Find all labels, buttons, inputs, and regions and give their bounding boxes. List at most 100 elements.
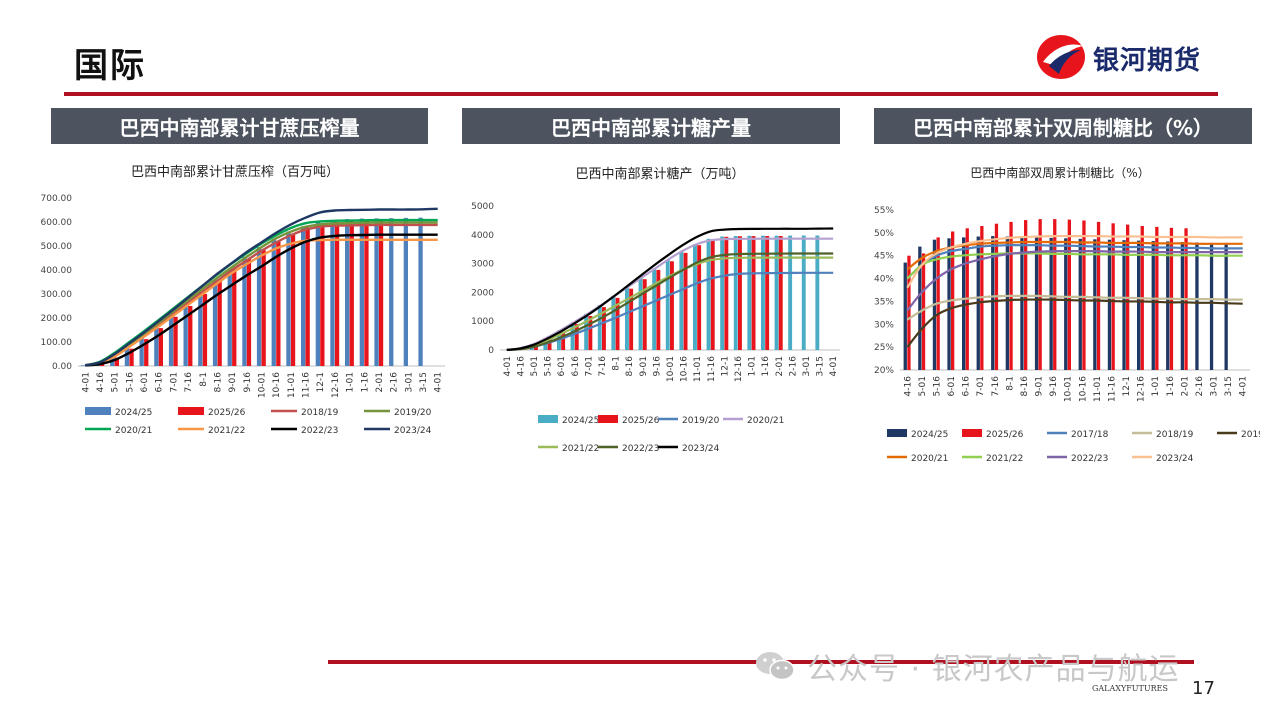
bar-2024-25 [1020,237,1024,370]
x-tick-label: 11-01 [1093,376,1103,402]
bar-2025-26 [629,288,634,350]
bar-2024-25 [625,286,629,350]
x-tick-label: 3-15 [419,372,429,392]
line-2021-22 [506,256,834,351]
bar-2024-25 [706,238,711,350]
bar-2024-25 [330,220,335,366]
bar-2025-26 [364,221,369,366]
bar-2024-25 [733,236,738,350]
bar-2025-26 [129,348,134,366]
legend-label: 2024/25 [911,430,948,440]
bar-2024-25 [124,346,130,366]
bar-2024-25 [962,237,966,370]
bar-2025-26 [907,255,911,370]
x-tick-label: 3-01 [802,356,812,376]
x-tick-label: 8-1 [612,356,622,371]
bar-2025-26 [349,221,354,366]
x-tick-label: 12-16 [1137,376,1147,402]
x-tick-label: 2-16 [1195,376,1205,397]
bar-2025-26 [710,239,715,350]
x-tick-label: 10-16 [272,372,282,398]
x-tick-label: 1-16 [360,372,370,393]
bar-2024-25 [1224,242,1228,370]
x-tick-label: 7-16 [184,372,194,393]
bar-2024-25 [1049,237,1053,370]
bar-2025-26 [697,245,702,350]
y-tick-label: 100.00 [41,338,73,348]
x-tick-label: 12-1 [720,356,730,376]
bar-2025-26 [202,294,208,366]
bar-2025-26 [683,252,688,350]
legend-label: 2021/22 [562,444,599,454]
legend-label: 2025/26 [622,416,660,426]
bar-2025-26 [1067,219,1071,370]
bar-2025-26 [188,306,193,366]
legend-label: 2021/22 [986,454,1023,464]
x-tick-label: 7-16 [991,376,1001,397]
bar-2025-26 [334,222,340,366]
legend-label: 2022/23 [301,426,338,436]
x-tick-label: 2-16 [390,372,400,393]
y-tick-label: 500.00 [41,242,73,252]
x-tick-label: 11-16 [1108,376,1118,402]
bar-2025-26 [144,339,149,366]
footer-brand: GALAXYFUTURES [1092,684,1168,693]
legend-label: 2025/26 [208,408,246,418]
x-tick-label: 11-01 [287,372,297,398]
x-tick-label: 8-16 [625,356,635,377]
bar-2024-25 [991,236,995,370]
y-tick-label: 55% [874,206,894,216]
bar-2024-25 [1107,239,1112,370]
legend-label: 2020/21 [747,416,784,426]
bar-2024-25 [286,231,291,366]
wechat-icon [755,649,795,683]
line-2019-20 [506,271,834,351]
y-tick-label: 20% [874,366,894,376]
watermark: 公众号 · 银河农产品与航运 [755,646,1245,687]
x-tick-label: 10-01 [1064,376,1074,402]
legend-label: 2020/21 [911,454,948,464]
bar-2024-25 [198,291,203,366]
y-tick-label: 1000 [471,317,494,327]
bar-2024-25 [665,259,670,350]
bar-2024-25 [315,222,320,366]
bar-2025-26 [921,253,926,370]
y-tick-label: 300.00 [41,290,73,300]
bar-2025-26 [588,316,593,350]
bar-2025-26 [232,269,237,366]
line-2020-21 [906,240,1243,271]
legend-label: 2019/20 [1241,430,1260,440]
chart-sugar-mix: 巴西中南部双周累计制糖比（%） 20% 25% 30% 35% 40% 45% 50% 55% 4… [874,165,1260,464]
legend-swatch [962,429,982,437]
bar-2024-25 [301,226,306,366]
y-tick-label: 200.00 [41,314,73,324]
bar-2024-25 [1195,242,1199,370]
bar-2024-25 [139,336,144,366]
x-tick-label: 3-15 [816,356,826,376]
bar-2024-25 [1034,237,1039,370]
bar-2024-25 [597,305,602,350]
y-tick-label: 25% [874,343,894,353]
line-2021-22 [85,238,438,367]
bar-2024-25 [761,235,765,350]
bar-2024-25 [788,235,793,350]
bar-2024-25 [815,235,820,350]
legend-label: 2022/23 [1071,454,1108,464]
x-tick-label: 6-01 [140,372,150,392]
bar-2025-26 [574,324,579,350]
x-tick-label: 10-16 [1078,376,1088,402]
y-tick-label: 4000 [471,231,494,241]
bar-2024-25 [947,238,951,370]
y-tick-label: 35% [874,297,894,307]
bar-2025-26 [656,269,661,350]
x-tick-label: 2-16 [788,356,798,377]
bar-2025-26 [1053,219,1057,370]
y-tick-label: 30% [874,320,894,330]
line-2022-23 [506,252,834,351]
x-tick-label: 8-16 [1020,376,1030,397]
x-tick-label: 11-16 [707,356,717,382]
bar-2025-26 [602,307,606,350]
x-tick-label: 1-01 [1151,376,1161,396]
bar-2025-26 [778,236,783,350]
